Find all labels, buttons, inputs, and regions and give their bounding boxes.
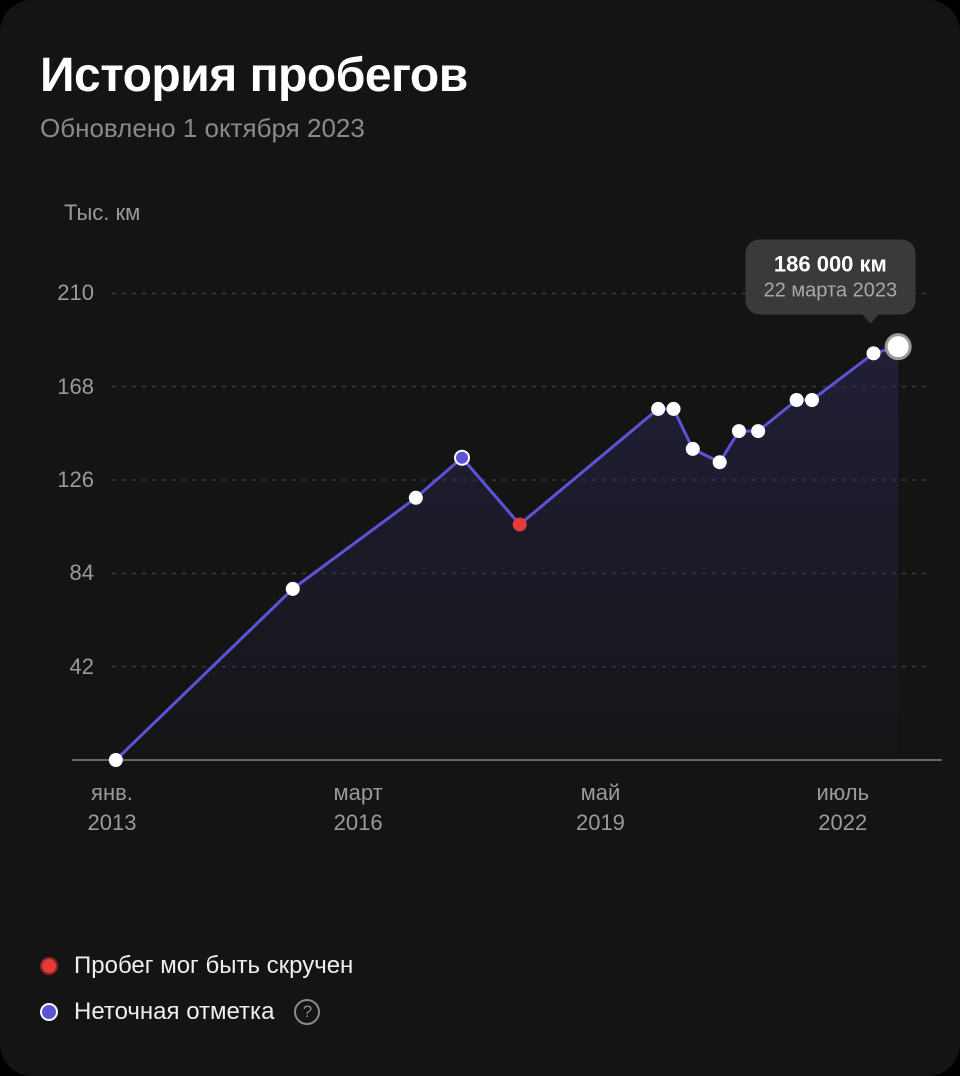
data-point[interactable] xyxy=(286,582,300,596)
data-point[interactable] xyxy=(790,393,804,407)
data-point[interactable] xyxy=(686,442,700,456)
mileage-chart: 4284126168210янв.2013март2016май2019июль… xyxy=(40,260,920,820)
data-point[interactable] xyxy=(513,517,527,531)
data-point[interactable] xyxy=(455,451,469,465)
legend-label: Пробег мог быть скручен xyxy=(74,952,353,980)
legend-dot-icon xyxy=(40,957,58,975)
chart-tooltip: 186 000 км22 марта 2023 xyxy=(746,239,915,314)
data-point[interactable] xyxy=(886,335,910,359)
tooltip-value: 186 000 км xyxy=(764,251,897,277)
data-point[interactable] xyxy=(805,393,819,407)
mileage-history-card: История пробегов Обновлено 1 октября 202… xyxy=(0,0,960,1076)
data-point[interactable] xyxy=(109,753,123,767)
page-title: История пробегов xyxy=(40,48,932,103)
x-tick-label: март2016 xyxy=(334,778,383,837)
legend-item: Пробег мог быть скручен xyxy=(40,952,353,980)
data-point[interactable] xyxy=(867,346,881,360)
y-axis-unit-label: Тыс. км xyxy=(64,200,932,226)
chart-svg xyxy=(40,260,952,770)
data-point[interactable] xyxy=(667,402,681,416)
x-tick-label: янв.2013 xyxy=(88,778,137,837)
x-tick-label: июль2022 xyxy=(816,778,869,837)
data-point[interactable] xyxy=(732,424,746,438)
chart-legend: Пробег мог быть скручен Неточная отметка? xyxy=(40,934,353,1026)
tooltip-date: 22 марта 2023 xyxy=(764,279,897,302)
data-point[interactable] xyxy=(409,491,423,505)
help-icon[interactable]: ? xyxy=(294,999,320,1025)
x-tick-label: май2019 xyxy=(576,778,625,837)
legend-dot-icon xyxy=(40,1003,58,1021)
data-point[interactable] xyxy=(651,402,665,416)
legend-item: Неточная отметка? xyxy=(40,998,353,1026)
data-point[interactable] xyxy=(751,424,765,438)
updated-subtitle: Обновлено 1 октября 2023 xyxy=(40,113,932,144)
data-point[interactable] xyxy=(713,455,727,469)
legend-label: Неточная отметка xyxy=(74,998,274,1026)
